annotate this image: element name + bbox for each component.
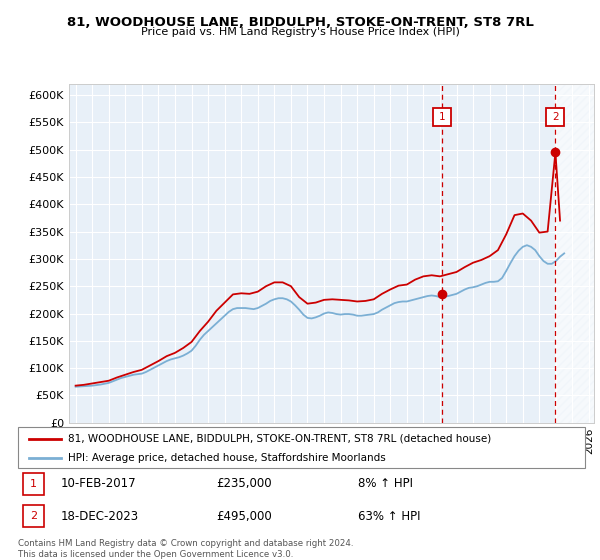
Bar bbox=[556, 84, 594, 423]
Text: Contains HM Land Registry data © Crown copyright and database right 2024.
This d: Contains HM Land Registry data © Crown c… bbox=[18, 539, 353, 559]
Text: 2: 2 bbox=[30, 511, 37, 521]
Text: 18-DEC-2023: 18-DEC-2023 bbox=[61, 510, 139, 523]
Text: 81, WOODHOUSE LANE, BIDDULPH, STOKE-ON-TRENT, ST8 7RL: 81, WOODHOUSE LANE, BIDDULPH, STOKE-ON-T… bbox=[67, 16, 533, 29]
Bar bbox=[556, 84, 594, 423]
Text: 81, WOODHOUSE LANE, BIDDULPH, STOKE-ON-TRENT, ST8 7RL (detached house): 81, WOODHOUSE LANE, BIDDULPH, STOKE-ON-T… bbox=[68, 433, 491, 444]
Bar bbox=[23, 505, 44, 528]
Text: £495,000: £495,000 bbox=[217, 510, 272, 523]
Text: 8% ↑ HPI: 8% ↑ HPI bbox=[358, 478, 413, 491]
Text: HPI: Average price, detached house, Staffordshire Moorlands: HPI: Average price, detached house, Staf… bbox=[68, 452, 386, 463]
Text: £235,000: £235,000 bbox=[217, 478, 272, 491]
Text: 2: 2 bbox=[552, 112, 559, 122]
FancyBboxPatch shape bbox=[18, 427, 585, 468]
Text: 63% ↑ HPI: 63% ↑ HPI bbox=[358, 510, 421, 523]
Text: 1: 1 bbox=[439, 112, 445, 122]
Bar bbox=[23, 473, 44, 495]
Text: 10-FEB-2017: 10-FEB-2017 bbox=[61, 478, 136, 491]
Text: 1: 1 bbox=[30, 479, 37, 489]
Text: Price paid vs. HM Land Registry's House Price Index (HPI): Price paid vs. HM Land Registry's House … bbox=[140, 27, 460, 37]
